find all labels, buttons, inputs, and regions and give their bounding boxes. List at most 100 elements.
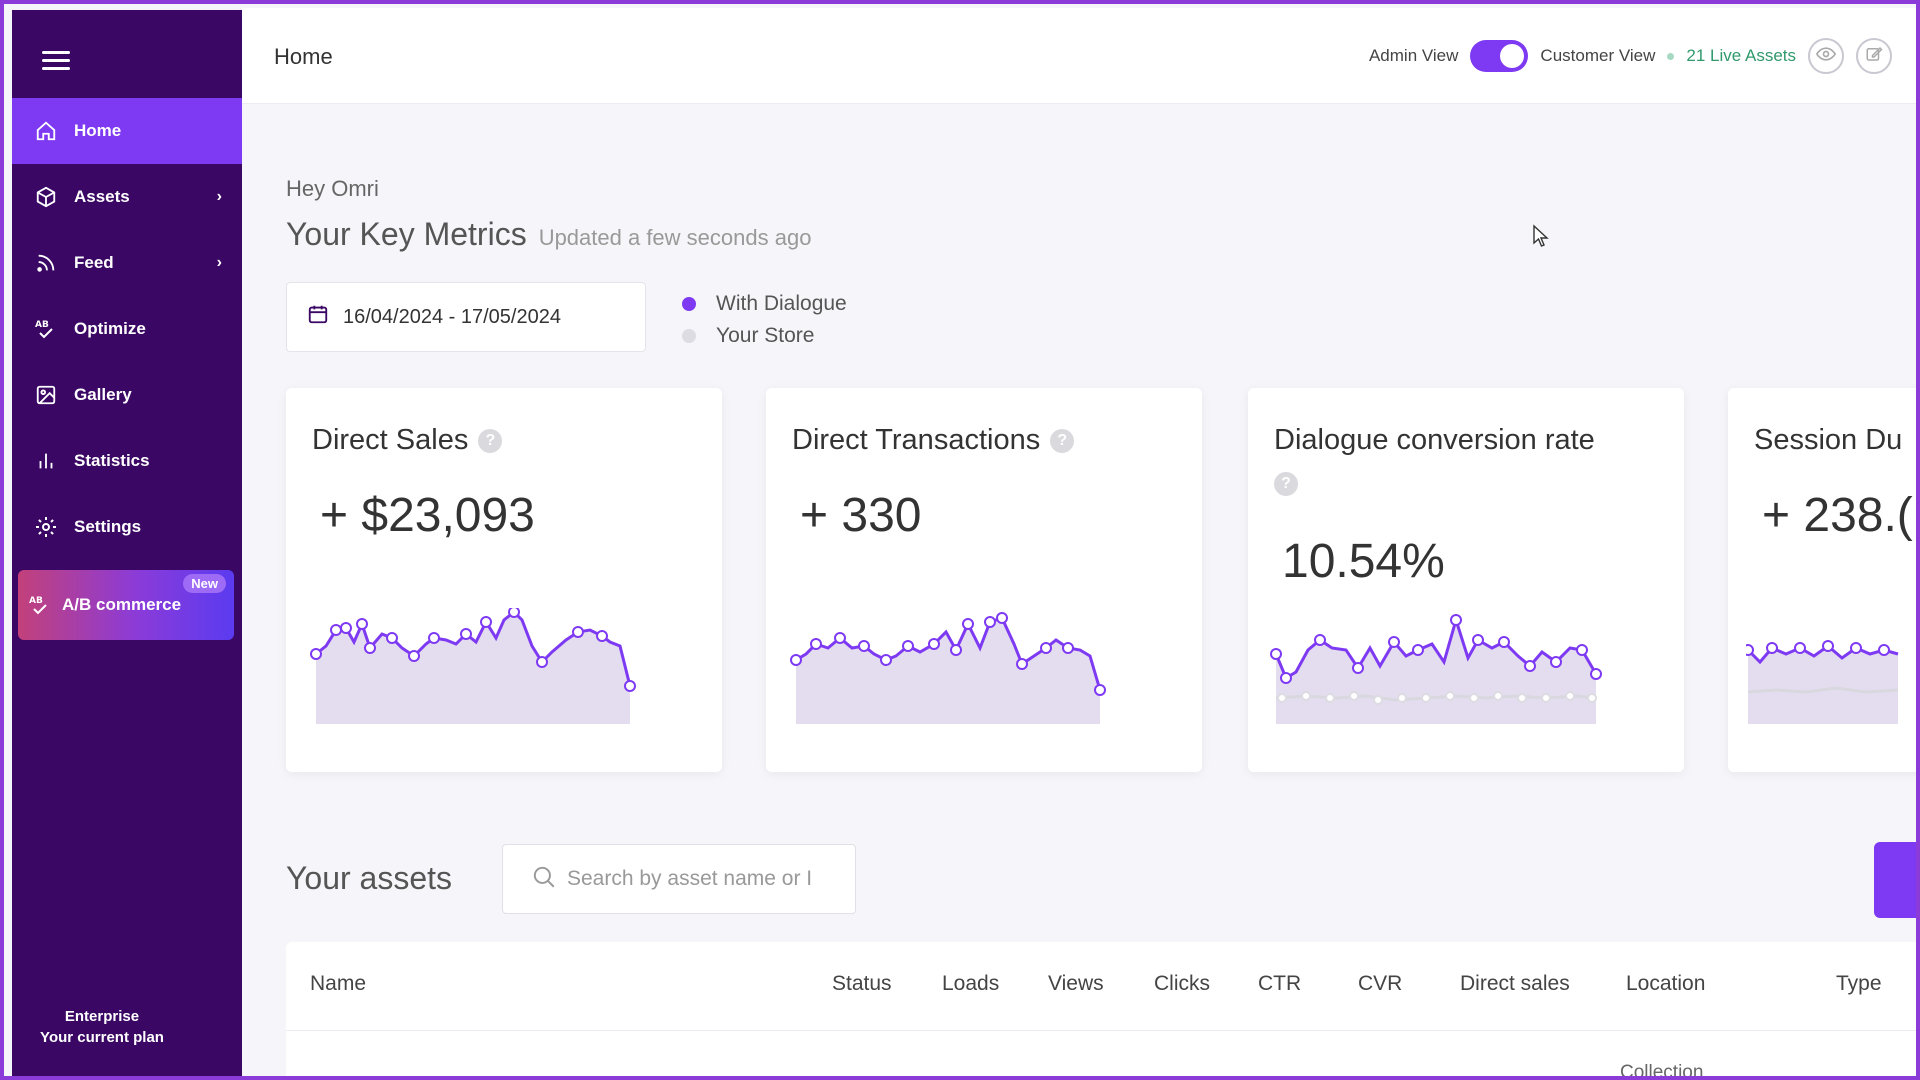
sidebar-item-label: Feed <box>74 253 114 272</box>
legend-item: Your Store <box>682 320 847 352</box>
edit-button[interactable] <box>1856 38 1892 74</box>
edit-icon <box>1865 45 1883 68</box>
sidebar-item-label: Home <box>74 121 122 140</box>
eye-icon <box>1815 44 1837 69</box>
sidebar: Home Assets › Feed › AB Optimize <box>12 10 242 1076</box>
rss-icon <box>34 251 58 275</box>
sparkline-direct-transactions <box>790 612 1106 724</box>
chevron-right-icon: › <box>216 254 222 271</box>
sidebar-item-label: Statistics <box>74 451 150 470</box>
live-status-dot <box>1667 52 1675 60</box>
metrics-updated: Updated a few seconds ago <box>538 225 812 250</box>
ab-icon: AB <box>28 593 52 617</box>
sparkline-direct-sales <box>310 608 636 724</box>
page-title: Home <box>274 44 333 69</box>
metric-value: + 330 <box>800 489 922 542</box>
sidebar-item-feed[interactable]: Feed › <box>12 230 242 296</box>
metric-card-session-duration: Session Du + 238.( <box>1728 388 1916 772</box>
bar-chart-icon <box>34 449 58 473</box>
metrics-title: Your Key Metrics <box>286 216 527 252</box>
assets-title: Your assets <box>286 860 453 896</box>
sidebar-item-gallery[interactable]: Gallery <box>12 362 242 428</box>
search-icon <box>531 864 557 895</box>
date-range-picker[interactable]: 16/04/2024 - 17/05/2024 <box>286 282 646 352</box>
legend-dot <box>682 329 696 343</box>
sidebar-item-home[interactable]: Home <box>12 98 242 164</box>
sidebar-item-statistics[interactable]: Statistics <box>12 428 242 494</box>
metric-card-dialogue-conversion: Dialogue conversion rate? 10.54% <box>1248 388 1684 772</box>
metric-value: 10.54% <box>1282 535 1445 588</box>
ab-commerce-label: A/B commerce <box>62 595 182 614</box>
help-icon[interactable]: ? <box>1050 429 1075 454</box>
metric-title: Dialogue conversion rate? <box>1274 420 1654 500</box>
box-icon <box>34 185 58 209</box>
column-header[interactable]: Status <box>832 972 892 995</box>
ab-commerce-button[interactable]: AB A/B commerce New <box>18 570 234 640</box>
metric-card-direct-sales: Direct Sales? + $23,093 <box>286 388 722 772</box>
menu-icon[interactable] <box>40 46 72 78</box>
column-header[interactable]: Location <box>1626 972 1706 995</box>
sidebar-item-label: Settings <box>74 517 142 536</box>
asset-search[interactable] <box>502 844 856 914</box>
view-toggle[interactable] <box>1470 40 1529 72</box>
help-icon[interactable]: ? <box>478 429 503 454</box>
sidebar-item-label: Gallery <box>74 385 132 404</box>
table-cell-location: Collection <box>1620 1062 1704 1080</box>
sidebar-item-label: Optimize <box>74 319 146 338</box>
admin-view-label: Admin View <box>1368 46 1459 65</box>
sidebar-item-assets[interactable]: Assets › <box>12 164 242 230</box>
header-divider <box>286 1030 1916 1031</box>
column-header[interactable]: CTR <box>1258 972 1302 995</box>
mouse-cursor-icon <box>1532 224 1550 253</box>
legend-label: Your Store <box>716 324 815 347</box>
sparkline-session-duration <box>1746 640 1899 724</box>
sparkline-dialogue-conversion <box>1270 614 1602 724</box>
calendar-icon <box>307 303 329 331</box>
legend-dot <box>682 297 696 311</box>
svg-text:AB: AB <box>35 320 49 330</box>
plan-info: Enterprise Your current plan <box>12 1006 192 1048</box>
metric-card-direct-transactions: Direct Transactions? + 330 <box>766 388 1202 772</box>
date-range-value: 16/04/2024 - 17/05/2024 <box>343 305 561 328</box>
view-controls: Admin View Customer View 21 Live Assets <box>1369 38 1892 74</box>
search-input[interactable] <box>567 867 847 891</box>
svg-text:AB: AB <box>29 596 43 606</box>
column-header[interactable]: Clicks <box>1154 972 1210 995</box>
greeting: Hey Omri <box>286 176 379 201</box>
metric-title: Direct Transactions? <box>792 420 1172 460</box>
metrics-header: Your Key Metrics Updated a few seconds a… <box>286 216 811 253</box>
column-header[interactable]: Direct sales <box>1460 972 1570 995</box>
image-icon <box>34 383 58 407</box>
column-header[interactable]: Views <box>1048 972 1104 995</box>
preview-button[interactable] <box>1808 38 1844 74</box>
ab-icon: AB <box>34 317 58 341</box>
metric-title: Direct Sales? <box>312 420 692 460</box>
column-header[interactable]: Type <box>1836 972 1882 995</box>
metric-title: Session Du <box>1754 424 1903 456</box>
plan-caption: Your current plan <box>40 1029 164 1046</box>
legend-item: With Dialogue <box>682 288 847 320</box>
sidebar-item-label: Assets <box>74 187 130 206</box>
chevron-right-icon: › <box>216 188 222 205</box>
new-badge: New <box>183 574 226 593</box>
column-header[interactable]: Loads <box>942 972 1000 995</box>
customer-view-label: Customer View <box>1540 46 1656 65</box>
create-asset-button[interactable] <box>1874 842 1916 918</box>
sidebar-item-settings[interactable]: Settings <box>12 494 242 560</box>
top-bar: Home Admin View Customer View 21 Live As… <box>242 8 1916 104</box>
gear-icon <box>34 515 58 539</box>
chart-legend: With Dialogue Your Store <box>682 288 847 352</box>
metric-value: + $23,093 <box>320 489 535 542</box>
column-header[interactable]: CVR <box>1358 972 1403 995</box>
home-icon <box>34 119 58 143</box>
live-assets-link[interactable]: 21 Live Assets <box>1686 46 1796 65</box>
column-header[interactable]: Name <box>310 972 367 995</box>
assets-table: Name Status Loads Views Clicks CTR CVR D… <box>286 942 1916 1080</box>
metric-value: + 238.( <box>1762 489 1913 542</box>
plan-name: Enterprise <box>64 1008 140 1025</box>
legend-label: With Dialogue <box>716 292 847 315</box>
sidebar-item-optimize[interactable]: AB Optimize <box>12 296 242 362</box>
sidebar-nav: Home Assets › Feed › AB Optimize <box>12 98 242 560</box>
help-icon[interactable]: ? <box>1274 472 1298 497</box>
